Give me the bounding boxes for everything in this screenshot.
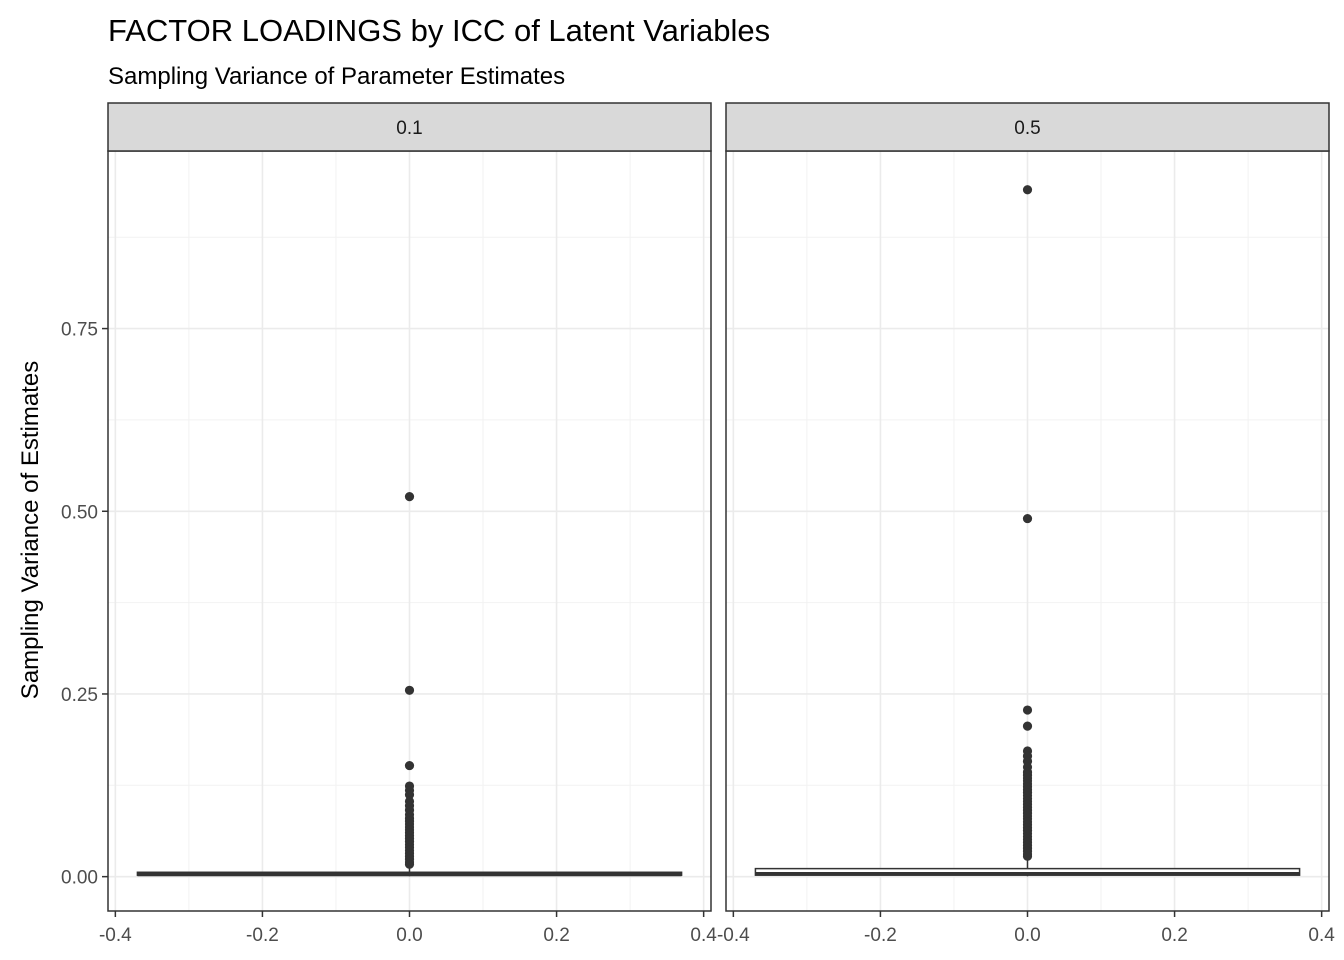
x-tick-label: 0.0 [1014, 925, 1040, 946]
outlier-point [1022, 185, 1033, 195]
y-axis: 0.00 0.25 0.50 0.75 [61, 320, 108, 889]
y-tick-label: 0.75 [61, 320, 98, 341]
y-tick-label: 0.50 [61, 502, 98, 523]
outlier-point [404, 790, 415, 800]
facet-strip-label: 0.1 [396, 118, 422, 139]
chart-subtitle: Sampling Variance of Parameter Estimates [108, 63, 565, 90]
x-tick-label: 0.4 [1308, 925, 1335, 946]
facet-panel-1: 0.1 -0.4 -0.2 0.0 0.2 0.4 [99, 102, 717, 946]
y-tick-label: 0.25 [61, 685, 98, 706]
outlier-point [1022, 705, 1033, 715]
outlier-point [404, 859, 415, 869]
x-tick-label: 0.2 [543, 925, 569, 946]
x-tick-label: 0.4 [690, 925, 717, 946]
facet-strip [107, 102, 712, 152]
y-axis-title: Sampling Variance of Estimates [17, 361, 44, 699]
facet-panels: 0.1 -0.4 -0.2 0.0 0.2 0.4 0.5 -0.4 -0.2 0.0 0.2 0.4 [99, 102, 1335, 946]
y-tick-label: 0.00 [61, 868, 98, 889]
x-tick-label: 0.2 [1161, 925, 1187, 946]
chart-title: FACTOR LOADINGS by ICC of Latent Variabl… [108, 13, 770, 48]
outlier-point [404, 760, 415, 771]
x-tick-label: -0.4 [99, 925, 132, 946]
x-tick-label: 0.0 [396, 925, 422, 946]
facet-strip [725, 102, 1330, 152]
x-tick-label: -0.4 [717, 925, 750, 946]
facet-panel-2: 0.5 -0.4 -0.2 0.0 0.2 0.4 [717, 102, 1335, 946]
x-tick-label: -0.2 [246, 925, 279, 946]
outlier-point [1022, 513, 1033, 524]
outlier-point [404, 685, 415, 695]
x-tick-label: -0.2 [864, 925, 897, 946]
outlier-point [404, 492, 415, 502]
outlier-point [1022, 851, 1033, 861]
outlier-point [1022, 721, 1033, 731]
facet-strip-label: 0.5 [1014, 118, 1040, 139]
